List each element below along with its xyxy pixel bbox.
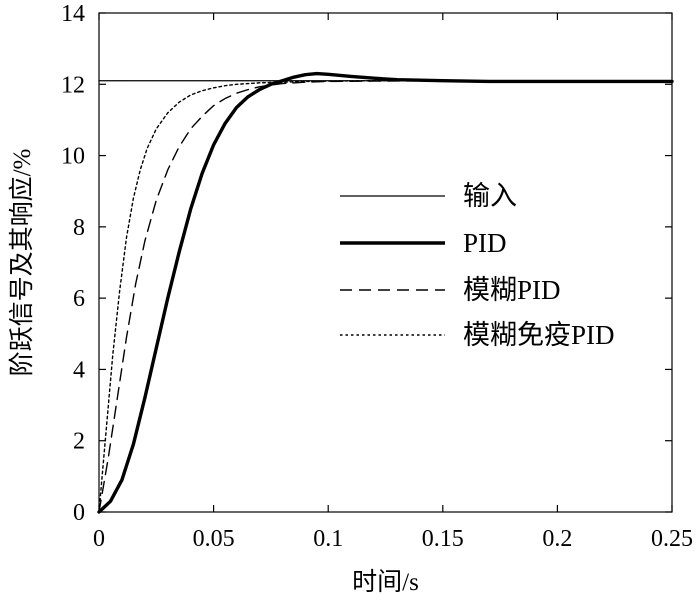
x-tick-label: 0.2 xyxy=(542,526,572,552)
axes-layer: 0 0.05 0.1 0.15 0.2 0.25 0 2 4 6 8 10 12 14 xyxy=(61,1,693,552)
legend: 输入 PID 模糊PID 模糊免疫PID xyxy=(340,181,615,350)
x-tick-label: 0.05 xyxy=(193,526,235,552)
y-tick-label: 12 xyxy=(61,72,85,98)
y-tick-label: 6 xyxy=(73,286,85,312)
x-tick-label: 0 xyxy=(93,526,105,552)
y-tick-label: 10 xyxy=(61,144,85,170)
x-axis-label: 时间/s xyxy=(352,568,419,596)
legend-label-fuzzy-immune-pid: 模糊免疫PID xyxy=(463,320,615,350)
y-tick-label: 4 xyxy=(73,357,85,383)
x-tick-label: 0.25 xyxy=(651,526,693,552)
plot-area xyxy=(98,12,673,513)
y-tick-label: 2 xyxy=(73,429,85,455)
legend-label-input: 输入 xyxy=(463,181,517,211)
plot-frame xyxy=(98,12,673,513)
series-pid-line xyxy=(97,71,674,514)
x-tick-label: 0.15 xyxy=(422,526,464,552)
y-tick-label: 0 xyxy=(73,500,85,526)
y-tick-label: 14 xyxy=(61,1,85,27)
series-layer xyxy=(97,71,674,514)
y-tick-label: 8 xyxy=(73,215,85,241)
x-tick-label: 0.1 xyxy=(313,526,343,552)
legend-label-pid: PID xyxy=(463,228,507,258)
series-fuzzy-pid-line xyxy=(98,80,673,513)
series-fuzzy-immune-pid-line xyxy=(98,80,673,513)
legend-label-fuzzy-pid: 模糊PID xyxy=(463,275,561,305)
y-axis-label: 阶跃信号及其响应/% xyxy=(8,149,36,377)
